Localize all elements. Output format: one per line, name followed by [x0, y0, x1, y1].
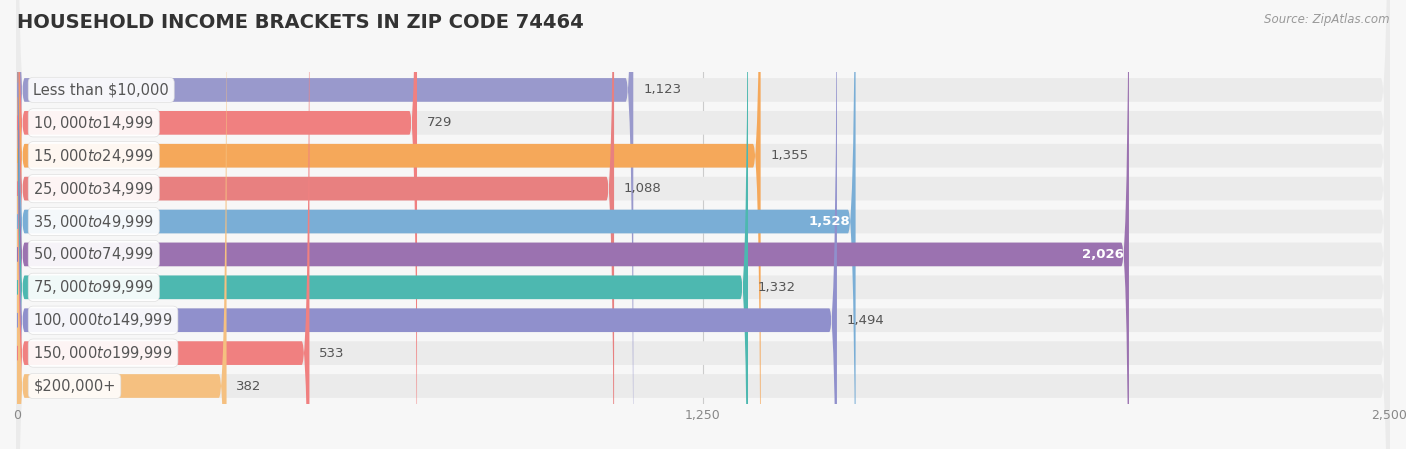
FancyBboxPatch shape — [17, 0, 1389, 449]
FancyBboxPatch shape — [17, 0, 1389, 449]
Text: Source: ZipAtlas.com: Source: ZipAtlas.com — [1264, 13, 1389, 26]
FancyBboxPatch shape — [17, 0, 1389, 449]
FancyBboxPatch shape — [17, 0, 633, 449]
Text: 2,026: 2,026 — [1081, 248, 1123, 261]
FancyBboxPatch shape — [17, 0, 837, 449]
FancyBboxPatch shape — [17, 0, 1389, 449]
Text: $75,000 to $99,999: $75,000 to $99,999 — [34, 278, 155, 296]
Text: Less than $10,000: Less than $10,000 — [34, 83, 169, 97]
Text: 382: 382 — [236, 379, 262, 392]
FancyBboxPatch shape — [17, 0, 226, 449]
Text: $15,000 to $24,999: $15,000 to $24,999 — [34, 147, 155, 165]
FancyBboxPatch shape — [17, 0, 748, 449]
Text: 1,332: 1,332 — [758, 281, 796, 294]
Text: $10,000 to $14,999: $10,000 to $14,999 — [34, 114, 155, 132]
Text: 533: 533 — [319, 347, 344, 360]
Text: HOUSEHOLD INCOME BRACKETS IN ZIP CODE 74464: HOUSEHOLD INCOME BRACKETS IN ZIP CODE 74… — [17, 13, 583, 32]
FancyBboxPatch shape — [17, 0, 309, 449]
Text: $35,000 to $49,999: $35,000 to $49,999 — [34, 212, 155, 230]
Text: $50,000 to $74,999: $50,000 to $74,999 — [34, 246, 155, 264]
Text: 1,355: 1,355 — [770, 149, 808, 162]
Text: $150,000 to $199,999: $150,000 to $199,999 — [34, 344, 173, 362]
FancyBboxPatch shape — [17, 0, 418, 449]
Text: 1,528: 1,528 — [808, 215, 851, 228]
Text: $200,000+: $200,000+ — [34, 379, 115, 393]
Text: 1,494: 1,494 — [846, 314, 884, 327]
Text: 729: 729 — [427, 116, 453, 129]
Text: 1,123: 1,123 — [643, 84, 682, 97]
FancyBboxPatch shape — [17, 0, 1389, 449]
FancyBboxPatch shape — [17, 0, 1129, 449]
FancyBboxPatch shape — [17, 0, 1389, 449]
FancyBboxPatch shape — [17, 0, 1389, 449]
Text: $25,000 to $34,999: $25,000 to $34,999 — [34, 180, 155, 198]
FancyBboxPatch shape — [17, 0, 856, 449]
Text: $100,000 to $149,999: $100,000 to $149,999 — [34, 311, 173, 329]
FancyBboxPatch shape — [17, 0, 614, 449]
FancyBboxPatch shape — [17, 0, 1389, 449]
FancyBboxPatch shape — [17, 0, 1389, 449]
FancyBboxPatch shape — [17, 0, 761, 449]
FancyBboxPatch shape — [17, 0, 1389, 449]
Text: 1,088: 1,088 — [624, 182, 662, 195]
